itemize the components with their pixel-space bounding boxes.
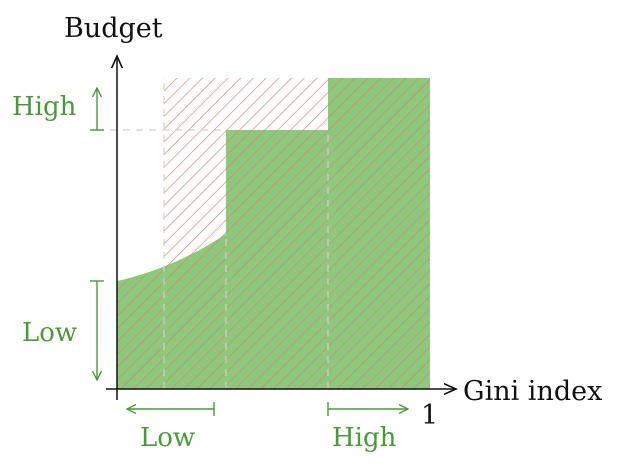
y-axis-label: Budget	[64, 13, 163, 44]
y-low-label: Low	[22, 318, 77, 348]
x-axis-label: Gini index	[463, 376, 602, 407]
y-high-bracket	[90, 88, 104, 131]
x-low-bracket	[127, 402, 215, 416]
y-low-bracket	[90, 280, 104, 380]
y-high-label: High	[12, 92, 77, 122]
hatched-region	[117, 78, 430, 389]
x-low-label: Low	[140, 423, 195, 453]
x-end-tick-label: 1	[421, 400, 438, 431]
x-high-bracket	[327, 402, 408, 416]
x-high-label: High	[332, 423, 397, 453]
